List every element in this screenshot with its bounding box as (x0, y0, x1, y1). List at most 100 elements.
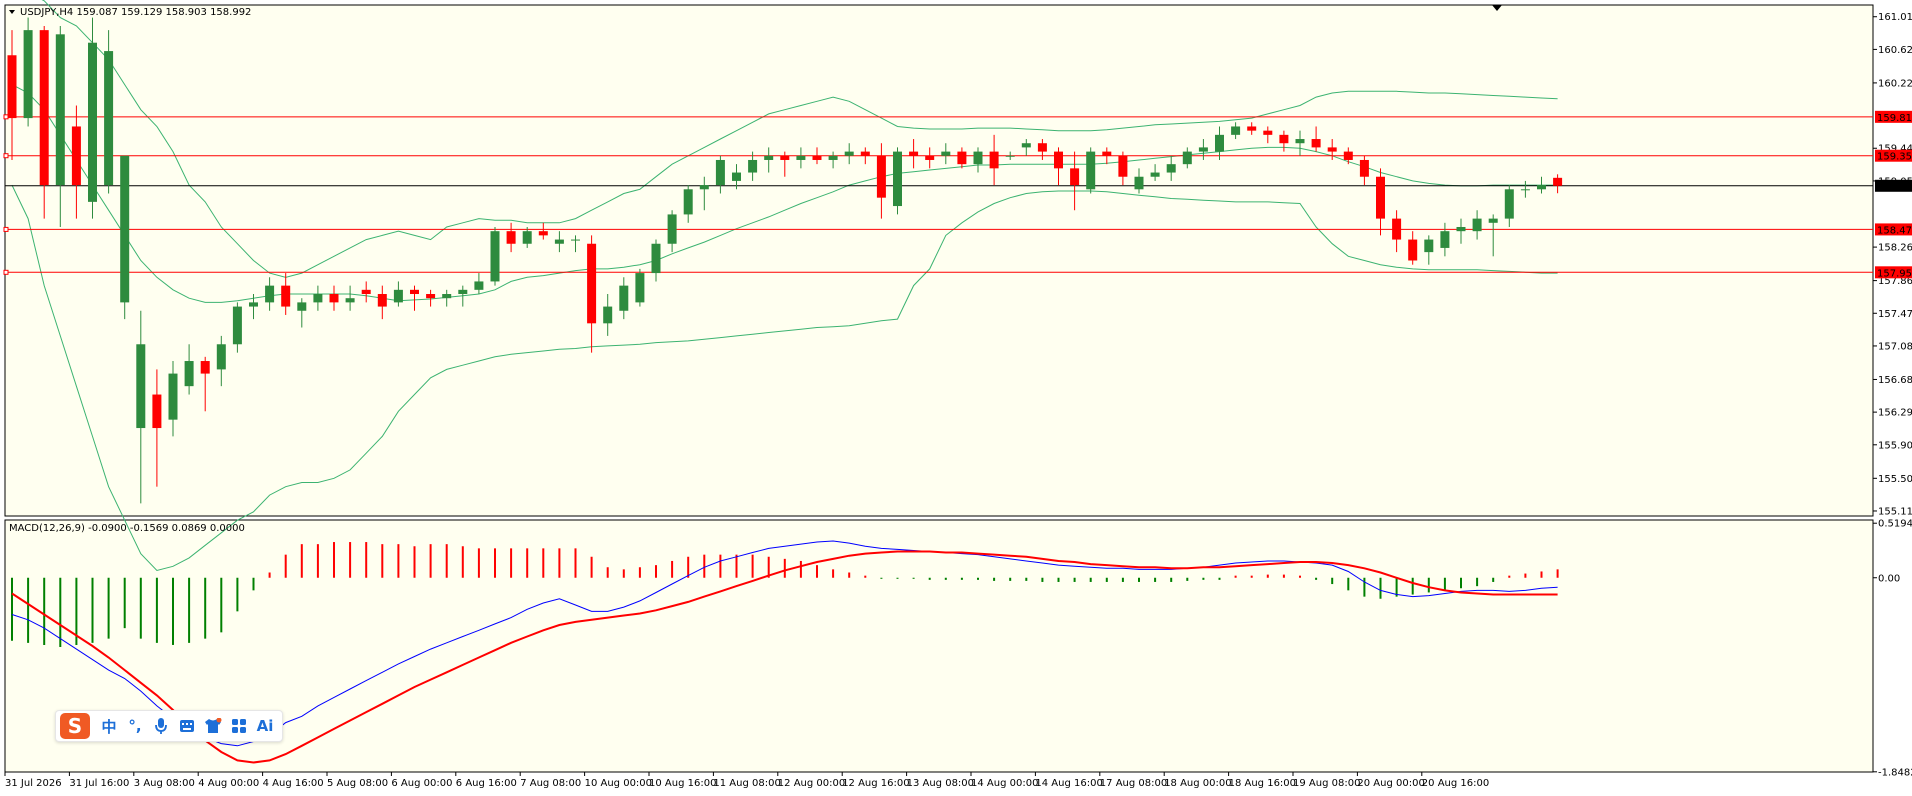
candle-body (1392, 218, 1402, 240)
candle-body (1086, 151, 1096, 190)
x-tick-label: 20 Aug 16:00 (1422, 778, 1489, 789)
x-tick-label: 14 Aug 00:00 (971, 778, 1038, 789)
ime-logo[interactable]: S (60, 713, 90, 739)
candle-body (490, 231, 500, 282)
price-y-tick-label: 159.440 (1878, 144, 1912, 155)
x-tick-label: 14 Aug 16:00 (1035, 778, 1102, 789)
candle-body (860, 151, 870, 156)
candle-body (571, 239, 580, 241)
candle-body (458, 289, 468, 295)
candle-body (1376, 176, 1385, 219)
candle-body (1182, 151, 1192, 165)
macd-title: MACD(12,26,9) -0.0900 -0.1569 0.0869 0.0… (9, 523, 245, 534)
mic-icon[interactable] (149, 714, 173, 738)
candle-body (1005, 155, 1015, 157)
candle-body (1134, 176, 1144, 190)
candle-body (361, 289, 371, 295)
x-tick-label: 18 Aug 00:00 (1164, 778, 1231, 789)
hline-anchor-0 (3, 114, 9, 120)
candle-body (587, 243, 597, 324)
x-tick-label: 11 Aug 08:00 (713, 778, 780, 789)
x-tick-label: 10 Aug 16:00 (649, 778, 716, 789)
candle-body (377, 294, 387, 307)
price-panel (4, 4, 1874, 517)
hline-price-label: 158.471 (1877, 225, 1912, 236)
x-tick-label: 31 Jul 2026 (5, 778, 62, 789)
candle-body (748, 159, 758, 173)
price-y-tick-label: 156.680 (1878, 375, 1912, 386)
candle-body (297, 302, 307, 311)
candle-body (699, 185, 709, 190)
price-y-tick-label: 161.010 (1878, 12, 1912, 23)
hline-anchor-1 (3, 153, 9, 159)
x-tick-label: 5 Aug 08:00 (327, 778, 388, 789)
candle-body (1488, 218, 1498, 223)
macd-y-tick-label: -1.8482 (1878, 767, 1912, 778)
symbol-menu-icon[interactable] (9, 10, 15, 14)
price-y-tick-label: 157.080 (1878, 341, 1912, 352)
candle-body (603, 306, 613, 324)
candle-body (1263, 130, 1273, 135)
hline-price-label: 159.815 (1877, 113, 1912, 124)
candle-body (23, 30, 33, 119)
candle-body (538, 231, 548, 236)
candle-body (39, 30, 49, 186)
ime-punctuation[interactable]: °, (128, 717, 142, 735)
x-tick-label: 3 Aug 08:00 (134, 778, 195, 789)
candle-body (1166, 164, 1176, 173)
apps-icon[interactable] (227, 714, 251, 738)
ime-ai[interactable]: Ai (256, 717, 274, 735)
bollinger-lower (11, 184, 1558, 572)
candle-body (1520, 189, 1530, 191)
candle-body (71, 126, 81, 186)
candle-body (1553, 177, 1563, 186)
price-y-tick-label: 158.260 (1878, 243, 1912, 254)
keyboard-icon[interactable] (175, 714, 199, 738)
candle-body (506, 231, 516, 244)
candle-body (1537, 185, 1546, 190)
current-price-label: 158.992 (1877, 182, 1912, 193)
candle-body (393, 289, 403, 303)
hline-price-tag (1875, 149, 1912, 162)
price-y-tick-label: 155.900 (1878, 440, 1912, 451)
hline-anchor-3 (3, 269, 9, 275)
candle-body (909, 151, 919, 156)
x-tick-label: 20 Aug 00:00 (1357, 778, 1424, 789)
macd-y-tick-label: 0.00 (1878, 573, 1900, 584)
hline-price-tag (1875, 266, 1912, 279)
candle-body (651, 243, 661, 274)
candle-body (249, 302, 258, 307)
shirt-icon[interactable] (201, 714, 225, 738)
x-tick-label: 17 Aug 08:00 (1100, 778, 1167, 789)
candle-body (812, 155, 822, 160)
x-tick-label: 6 Aug 00:00 (391, 778, 452, 789)
ime-chinese-mode[interactable]: 中 (101, 717, 117, 736)
candle-body (410, 289, 419, 295)
candle-body (1102, 151, 1112, 156)
candle-body (313, 294, 323, 303)
candle-body (442, 294, 452, 299)
chart-shift-marker-icon[interactable] (1492, 5, 1502, 11)
candle-body (796, 155, 806, 160)
candle-body (957, 151, 967, 165)
x-tick-label: 4 Aug 16:00 (263, 778, 324, 789)
candle-body (55, 34, 65, 186)
candle-body (216, 344, 226, 370)
candle-body (184, 361, 194, 387)
candle-body (1295, 139, 1305, 144)
candle-body (1070, 168, 1080, 186)
candle-body (200, 361, 210, 374)
x-tick-label: 18 Aug 16:00 (1229, 778, 1296, 789)
candle-body (104, 51, 114, 186)
x-tick-label: 12 Aug 00:00 (778, 778, 845, 789)
price-y-tick-label: 155.500 (1878, 474, 1912, 485)
candle-body (281, 285, 291, 307)
ime-toolbar[interactable]: S 中 °, Ai (55, 710, 283, 742)
candle-body (168, 373, 178, 420)
candle-body (1037, 143, 1047, 152)
candle-body (345, 298, 355, 303)
candle-body (232, 306, 242, 345)
candle-body (1215, 134, 1224, 152)
candle-body (1440, 231, 1450, 248)
